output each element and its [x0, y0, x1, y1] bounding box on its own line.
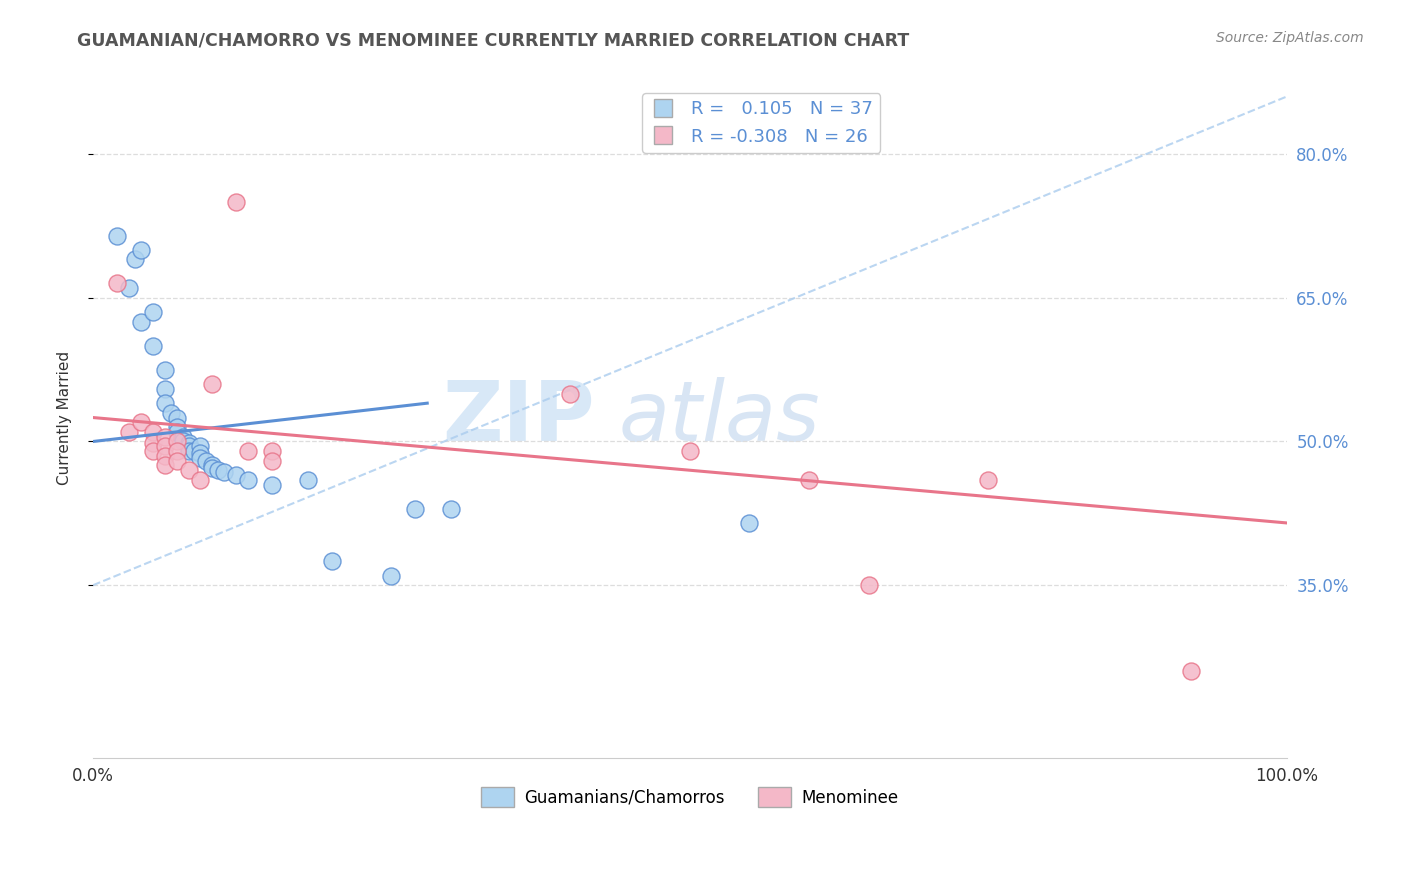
Point: [858, 578, 880, 592]
Point: [153, 458, 176, 473]
Point: [166, 425, 188, 439]
Point: [201, 377, 224, 392]
Point: [977, 473, 1000, 487]
Point: [560, 386, 582, 401]
Point: [105, 277, 128, 291]
Point: [738, 516, 761, 530]
Point: [225, 468, 247, 483]
Point: [260, 477, 283, 491]
Point: [238, 444, 260, 458]
Point: [440, 501, 463, 516]
Point: [153, 396, 176, 410]
Point: [679, 444, 702, 458]
Point: [153, 439, 176, 453]
Point: [142, 444, 165, 458]
Point: [190, 446, 212, 460]
Point: [129, 243, 152, 257]
Text: GUAMANIAN/CHAMORRO VS MENOMINEE CURRENTLY MARRIED CORRELATION CHART: GUAMANIAN/CHAMORRO VS MENOMINEE CURRENTL…: [77, 31, 910, 49]
Point: [190, 473, 212, 487]
Point: [166, 434, 188, 449]
Point: [166, 420, 188, 434]
Point: [183, 444, 205, 458]
Point: [190, 439, 212, 453]
Point: [142, 305, 165, 319]
Y-axis label: Currently Married: Currently Married: [58, 351, 72, 484]
Point: [142, 339, 165, 353]
Point: [190, 450, 212, 465]
Point: [380, 568, 402, 582]
Point: [124, 252, 146, 267]
Point: [1180, 665, 1202, 679]
Point: [153, 382, 176, 396]
Point: [404, 501, 426, 516]
Point: [201, 458, 224, 473]
Point: [177, 463, 200, 477]
Point: [142, 425, 165, 439]
Point: [129, 415, 152, 429]
Point: [177, 444, 200, 458]
Point: [201, 461, 224, 475]
Point: [260, 444, 283, 458]
Text: atlas: atlas: [619, 377, 820, 458]
Point: [260, 453, 283, 467]
Point: [159, 406, 181, 420]
Point: [153, 362, 176, 376]
Point: [238, 473, 260, 487]
Text: ZIP: ZIP: [441, 377, 595, 458]
Point: [321, 554, 343, 568]
Point: [105, 228, 128, 243]
Point: [166, 410, 188, 425]
Point: [153, 449, 176, 463]
Point: [799, 473, 821, 487]
Point: [172, 434, 194, 449]
Point: [177, 436, 200, 450]
Point: [195, 453, 218, 467]
Point: [214, 465, 236, 479]
Point: [177, 439, 200, 453]
Point: [225, 194, 247, 209]
Point: [172, 430, 194, 444]
Legend: Guamanians/Chamorros, Menominee: Guamanians/Chamorros, Menominee: [474, 780, 905, 814]
Point: [166, 453, 188, 467]
Point: [118, 425, 141, 439]
Point: [207, 463, 229, 477]
Point: [153, 430, 176, 444]
Point: [142, 436, 165, 450]
Point: [129, 315, 152, 329]
Point: [297, 473, 319, 487]
Text: Source: ZipAtlas.com: Source: ZipAtlas.com: [1216, 31, 1364, 45]
Point: [118, 281, 141, 295]
Point: [166, 444, 188, 458]
